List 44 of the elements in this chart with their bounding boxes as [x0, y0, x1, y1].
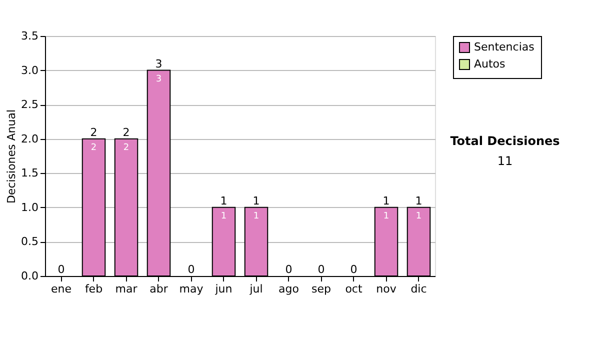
- data-label: 1: [383, 211, 390, 222]
- y-tick-label: 1.0: [21, 200, 38, 214]
- x-tick-label: may: [179, 282, 204, 296]
- x-tick-label: jul: [248, 282, 263, 296]
- total-label: 0: [58, 263, 65, 276]
- legend-label: Sentencias: [474, 40, 535, 54]
- data-label: 2: [90, 142, 97, 153]
- total-label: 0: [188, 263, 195, 276]
- x-tick-label: oct: [345, 282, 363, 296]
- text: Total Decisiones: [450, 134, 560, 148]
- x-tick-label: feb: [84, 282, 103, 296]
- x-tick-label: mar: [115, 282, 138, 296]
- total-label: 1: [220, 194, 228, 208]
- x-tick-label: nov: [376, 282, 397, 296]
- total-label: 1: [252, 194, 260, 208]
- total-label: 0: [350, 263, 358, 276]
- legend-label: Autos: [474, 58, 506, 70]
- total-label: 3: [155, 57, 162, 70]
- total-label: 0: [318, 263, 325, 276]
- x-tick-label: dic: [410, 282, 427, 296]
- total-label: 2: [90, 126, 98, 139]
- total-label: 2: [122, 126, 130, 139]
- x-tick-label: sep: [312, 282, 332, 296]
- data-label: 1: [416, 211, 422, 222]
- y-axis-title: Decisiones Anual: [5, 109, 18, 204]
- data-label: 2: [123, 142, 130, 153]
- y-tick-label: 2.5: [21, 98, 38, 112]
- x-tick-label: jun: [214, 282, 232, 296]
- total-label: 0: [285, 263, 292, 276]
- data-label: 3: [156, 74, 162, 84]
- x-tick-label: ene: [50, 282, 72, 296]
- y-tick-label: 1.5: [21, 166, 38, 180]
- data-label: 1: [253, 211, 260, 222]
- total-label: 1: [415, 194, 422, 208]
- y-tick-label: 3.0: [21, 64, 38, 77]
- y-tick-label: 3.5: [21, 30, 38, 42]
- text: 11: [497, 154, 513, 168]
- x-tick-label: abr: [150, 282, 168, 296]
- y-tick-label: 0.5: [21, 235, 38, 248]
- data-label: 1: [220, 211, 227, 222]
- y-tick-label: 2.0: [21, 132, 38, 146]
- x-tick-label: ago: [278, 282, 300, 296]
- total-label: 1: [382, 194, 390, 208]
- y-tick-label: 0.0: [21, 270, 38, 282]
